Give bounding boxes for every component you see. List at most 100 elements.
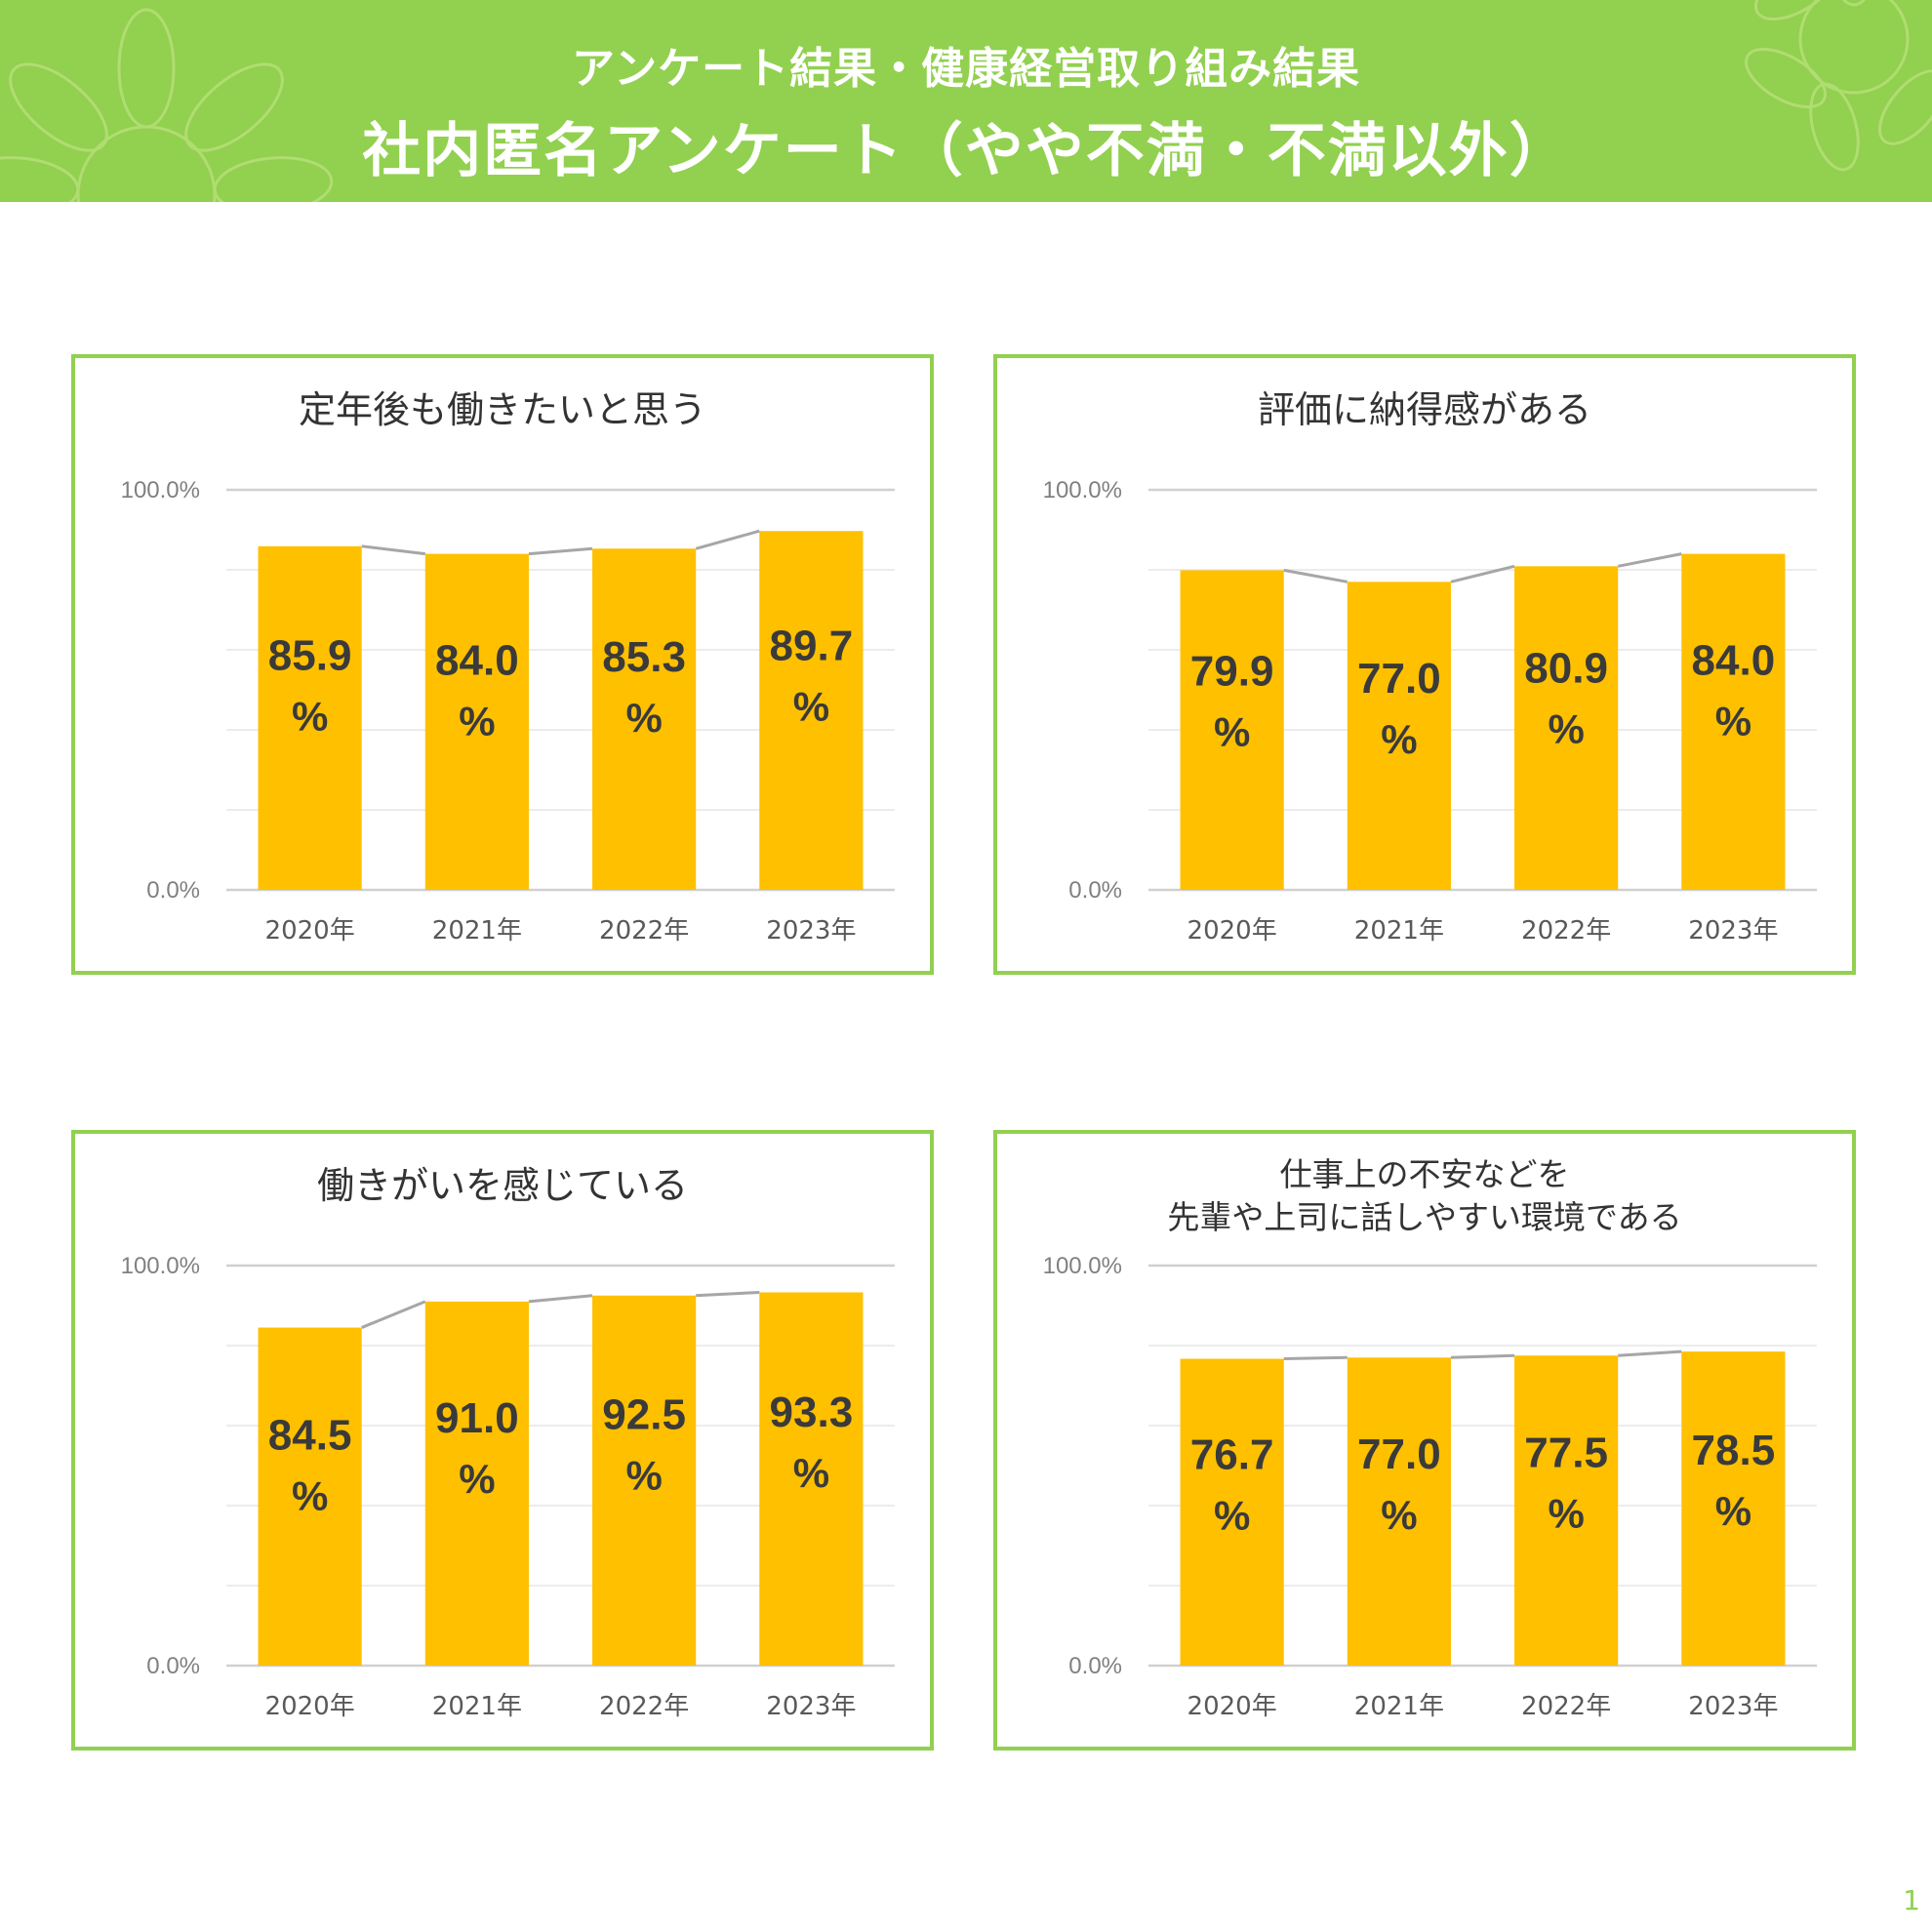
bar — [1180, 1358, 1284, 1666]
data-label-unit: % — [1214, 1493, 1250, 1539]
data-label: 89.7 — [770, 623, 854, 670]
x-tick-label: 2022年 — [1521, 1692, 1611, 1721]
data-label: 78.5 — [1692, 1427, 1776, 1474]
x-tick-label: 2020年 — [265, 916, 355, 946]
x-tick-label: 2022年 — [599, 916, 689, 946]
x-tick-label: 2021年 — [432, 916, 522, 946]
y-tick-label: 100.0% — [121, 477, 200, 503]
sunflower-decoration — [0, 0, 1932, 202]
data-label: 84.0 — [435, 637, 519, 685]
bar — [1514, 566, 1619, 890]
bar — [1180, 570, 1284, 890]
data-label: 77.0 — [1357, 1430, 1441, 1478]
data-label-unit: % — [793, 1450, 829, 1496]
data-label-unit: % — [1715, 1488, 1751, 1534]
y-tick-label: 100.0% — [1043, 1253, 1122, 1279]
y-tick-label: 0.0% — [146, 877, 200, 904]
bar — [592, 548, 697, 890]
bar — [759, 531, 864, 890]
header-title: 社内匿名アンケート（やや不満・不満以外） — [362, 117, 1570, 185]
trend-line-segment — [1450, 1353, 1515, 1359]
bar — [1347, 1357, 1451, 1666]
x-tick-label: 2023年 — [1688, 1692, 1778, 1721]
x-tick-label: 2020年 — [1187, 1692, 1277, 1721]
bar — [258, 545, 362, 890]
trend-line-segment — [528, 546, 593, 556]
x-tick-label: 2021年 — [432, 1692, 522, 1721]
data-label: 92.5 — [602, 1390, 686, 1438]
data-label-unit: % — [1381, 716, 1417, 762]
chart-title: 評価に納得感がある — [1257, 388, 1591, 431]
x-tick-label: 2020年 — [1187, 916, 1277, 946]
x-tick-label: 2023年 — [1688, 916, 1778, 946]
chart-4-svg: 100.0% 0.0% 76.7% 2020年 77.0% 2021年 77.5% 2022年… — [1043, 1253, 1817, 1721]
bar — [1681, 553, 1786, 890]
trend-line-segment — [695, 529, 760, 550]
data-label: 76.7 — [1190, 1431, 1274, 1479]
bar — [592, 1295, 697, 1666]
data-label-unit: % — [625, 695, 662, 741]
y-tick-label: 0.0% — [1068, 877, 1122, 904]
chart-title: 働きがいを感じている — [316, 1164, 688, 1207]
trend-line-segment — [1617, 552, 1682, 568]
data-label: 79.9 — [1190, 647, 1274, 695]
x-tick-label: 2022年 — [599, 1692, 689, 1721]
chart-panel-1: 定年後も働きたいと思う 100.0% 0.0% 85.9% 2020年 84.0% 202… — [71, 354, 934, 975]
bar — [424, 553, 529, 890]
bar — [1681, 1351, 1786, 1666]
bar — [1347, 582, 1451, 890]
x-tick-label: 2021年 — [1354, 916, 1444, 946]
bar — [424, 1301, 529, 1666]
chart-panel-3: 働きがいを感じている 100.0% 0.0% 84.5% 2020年 91.0% 2021… — [71, 1130, 934, 1751]
chart-panel-2: 評価に納得感がある 100.0% 0.0% 79.9% 2020年 77.0% 2021年… — [993, 354, 1856, 975]
data-label-unit: % — [292, 694, 328, 740]
data-label: 77.5 — [1524, 1429, 1608, 1477]
bar — [1514, 1355, 1619, 1666]
data-label: 77.0 — [1357, 655, 1441, 703]
data-label-unit: % — [1548, 1491, 1584, 1537]
chart-title: 仕事上の不安などを 先輩や上司に話しやすい環境である — [997, 1153, 1852, 1239]
y-tick-label: 100.0% — [121, 1253, 200, 1279]
trend-line-segment — [361, 1300, 426, 1329]
x-tick-label: 2023年 — [766, 1692, 856, 1721]
bar — [759, 1292, 864, 1666]
page-header: アンケート結果・健康経営取り組み結果 社内匿名アンケート（やや不満・不満以外） — [0, 0, 1932, 202]
x-tick-label: 2020年 — [265, 1692, 355, 1721]
bar — [258, 1327, 362, 1666]
data-label: 84.5 — [268, 1411, 352, 1459]
trend-line-segment — [1283, 1355, 1348, 1361]
trend-line-segment — [696, 1290, 760, 1298]
trend-line-segment — [1283, 568, 1348, 584]
header-subtitle: アンケート結果・健康経営取り組み結果 — [571, 44, 1361, 94]
data-label-unit: % — [1715, 699, 1751, 745]
chart-title-line-2: 先輩や上司に話しやすい環境である — [1167, 1198, 1682, 1236]
page-number: 1 — [1903, 1884, 1920, 1916]
data-label-unit: % — [459, 699, 495, 745]
chart-panel-4: 仕事上の不安などを 先輩や上司に話しやすい環境である 100.0% 0.0% 76.… — [993, 1130, 1856, 1751]
y-tick-label: 0.0% — [146, 1653, 200, 1679]
trend-line-segment — [1618, 1349, 1682, 1357]
data-label-unit: % — [625, 1452, 662, 1498]
trend-line-segment — [361, 544, 425, 556]
trend-line-segment — [528, 1294, 593, 1304]
data-label-unit: % — [1548, 706, 1584, 752]
data-label: 85.9 — [268, 632, 352, 680]
data-label-unit: % — [1214, 708, 1250, 754]
data-label: 93.3 — [770, 1389, 854, 1436]
data-label: 85.3 — [602, 633, 686, 681]
chart-title: 定年後も働きたいと思う — [298, 388, 706, 431]
x-tick-label: 2021年 — [1354, 1692, 1444, 1721]
data-label-unit: % — [459, 1456, 495, 1502]
data-label-unit: % — [292, 1472, 328, 1518]
data-label-unit: % — [793, 684, 829, 730]
x-tick-label: 2023年 — [766, 916, 856, 946]
chart-title-line-1: 仕事上の不安などを — [1279, 1155, 1570, 1193]
data-label: 80.9 — [1524, 645, 1608, 693]
chart-3-svg: 100.0% 0.0% 84.5% 2020年 91.0% 2021年 92.5% 2022年… — [121, 1253, 895, 1721]
data-label: 91.0 — [435, 1394, 519, 1442]
trend-line-segment — [1450, 564, 1515, 584]
x-tick-label: 2022年 — [1521, 916, 1611, 946]
data-label: 84.0 — [1692, 637, 1776, 685]
y-tick-label: 100.0% — [1043, 477, 1122, 503]
data-label-unit: % — [1381, 1492, 1417, 1538]
